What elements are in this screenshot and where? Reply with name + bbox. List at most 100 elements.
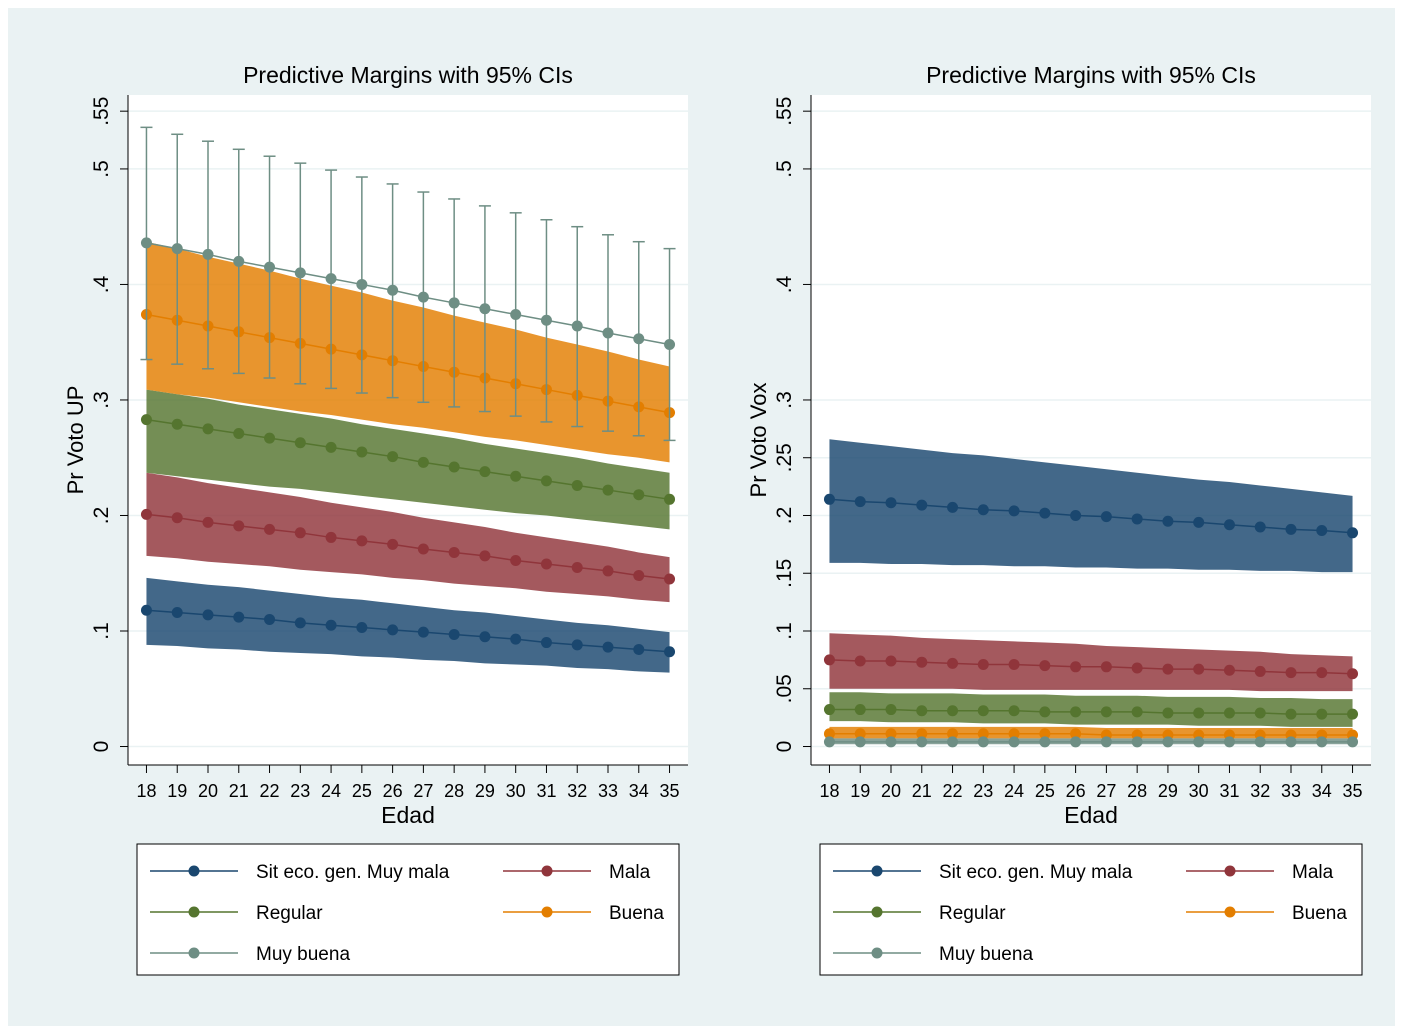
legend-label: Sit eco. gen. Muy mala xyxy=(256,862,450,883)
x-tick-label: 22 xyxy=(943,781,963,801)
ci-band xyxy=(829,726,1353,739)
marker xyxy=(916,499,928,511)
marker xyxy=(1316,525,1328,536)
marker xyxy=(947,705,959,717)
legend-marker xyxy=(1224,906,1236,918)
marker xyxy=(1162,663,1174,675)
marker xyxy=(602,565,614,577)
x-tick-label: 31 xyxy=(1219,781,1239,801)
chart-title: Predictive Margins with 95% CIs xyxy=(926,62,1256,88)
x-tick-label: 32 xyxy=(1250,781,1270,801)
marker xyxy=(602,641,614,653)
legend-label: Regular xyxy=(256,903,323,924)
marker xyxy=(1193,707,1205,719)
marker xyxy=(885,497,897,509)
marker xyxy=(171,607,183,619)
marker xyxy=(233,255,245,267)
legend-label: Regular xyxy=(939,903,1006,924)
marker xyxy=(140,604,152,616)
marker xyxy=(823,736,835,748)
y-axis-title: Pr Voto UP xyxy=(63,386,88,495)
marker xyxy=(885,704,897,716)
x-tick-label: 34 xyxy=(1312,781,1332,801)
x-tick-label: 21 xyxy=(912,781,932,801)
marker xyxy=(1131,513,1143,525)
marker xyxy=(1193,736,1205,748)
y-tick-label: .5 xyxy=(773,160,796,178)
marker xyxy=(664,339,676,351)
marker xyxy=(1008,705,1020,717)
y-tick-label: .4 xyxy=(773,275,796,293)
marker xyxy=(1223,736,1235,748)
marker xyxy=(1008,728,1020,740)
marker xyxy=(1316,736,1328,748)
legend-marker xyxy=(188,865,200,877)
legend-label: Sit eco. gen. Muy mala xyxy=(939,862,1133,883)
marker xyxy=(356,535,368,547)
marker xyxy=(602,484,614,496)
marker xyxy=(356,622,368,634)
marker xyxy=(356,446,368,458)
marker xyxy=(977,736,989,748)
marker xyxy=(571,479,583,491)
legend-marker xyxy=(871,947,883,959)
marker xyxy=(356,278,368,290)
marker xyxy=(1100,706,1112,718)
y-axis-title: Pr Voto Vox xyxy=(746,383,771,498)
marker xyxy=(479,466,491,478)
marker xyxy=(1039,728,1051,740)
x-tick-label: 35 xyxy=(660,781,680,801)
marker xyxy=(1070,706,1082,718)
marker xyxy=(1223,519,1235,531)
marker xyxy=(479,631,491,643)
marker xyxy=(1285,708,1297,720)
marker xyxy=(540,637,552,649)
marker xyxy=(233,427,245,439)
marker xyxy=(1193,516,1205,528)
marker xyxy=(823,704,835,716)
x-tick-label: 18 xyxy=(136,781,156,801)
marker xyxy=(1162,515,1174,527)
ci-band xyxy=(829,692,1353,727)
marker xyxy=(448,461,460,473)
marker xyxy=(916,656,928,668)
marker xyxy=(1285,523,1297,535)
marker xyxy=(823,728,835,740)
marker xyxy=(264,261,276,273)
x-tick-label: 25 xyxy=(1035,781,1055,801)
marker xyxy=(1100,661,1112,673)
marker xyxy=(1347,736,1359,748)
x-tick-label: 19 xyxy=(167,781,187,801)
marker xyxy=(417,291,429,303)
marker xyxy=(947,501,959,513)
marker xyxy=(571,639,583,651)
x-tick-label: 28 xyxy=(444,781,464,801)
legend-marker xyxy=(541,906,553,918)
marker xyxy=(510,555,522,567)
x-tick-label: 27 xyxy=(413,781,433,801)
x-tick-label: 19 xyxy=(850,781,870,801)
marker xyxy=(1008,659,1020,670)
x-tick-label: 28 xyxy=(1127,781,1147,801)
x-tick-label: 31 xyxy=(536,781,556,801)
marker xyxy=(325,531,337,543)
marker xyxy=(633,333,645,345)
marker xyxy=(947,728,959,740)
marker xyxy=(479,550,491,562)
marker xyxy=(1347,668,1359,680)
marker xyxy=(571,561,583,573)
marker xyxy=(448,546,460,558)
marker xyxy=(325,619,337,631)
marker xyxy=(916,705,928,717)
marker xyxy=(854,496,866,508)
marker xyxy=(448,628,460,640)
marker xyxy=(1100,736,1112,748)
x-tick-label: 33 xyxy=(598,781,618,801)
marker xyxy=(510,470,522,482)
marker xyxy=(1070,661,1082,673)
ci-band xyxy=(146,577,670,673)
legend-label: Mala xyxy=(609,862,651,883)
marker xyxy=(1070,728,1082,740)
marker xyxy=(140,237,152,249)
